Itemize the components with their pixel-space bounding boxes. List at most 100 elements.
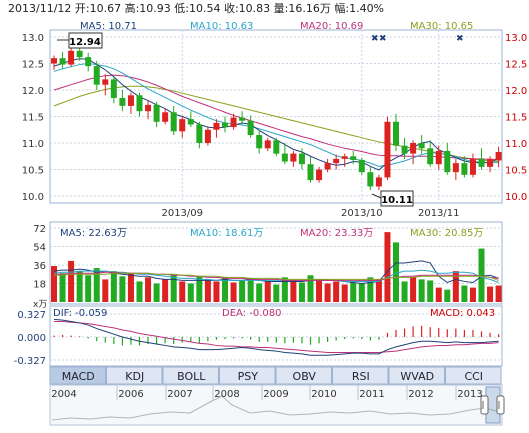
candle-body (316, 169, 323, 181)
price-y-tick-left: 13.0 (22, 33, 44, 44)
candle-body (367, 172, 374, 187)
event-marker-icon: ✖ (379, 34, 387, 44)
volume-ma30-line (54, 272, 499, 281)
price-ma-legend-item: MA5: 10.71 (80, 21, 137, 32)
indicator-tabs: MACD KDJ BOLL PSY OBV RSI WVAD CCI (49, 366, 502, 385)
volume-bar (461, 285, 468, 302)
tab-rsi[interactable] (332, 366, 389, 385)
candle-body (170, 112, 177, 132)
volume-bar (196, 276, 203, 302)
tab-obv[interactable] (275, 366, 332, 385)
volume-y-tick: 36 (33, 261, 46, 272)
macd-dif-line (53, 318, 499, 356)
macd-y-ticks: 0.327 0.000 -0.327 (14, 310, 46, 367)
price-y-tick-right: 10.5 (505, 166, 527, 177)
tab-obv-label: OBV (293, 370, 317, 383)
price-ma30-line (53, 85, 499, 163)
timeline-navigator[interactable] (49, 384, 503, 426)
candle-body (487, 158, 494, 167)
candle-body (59, 58, 66, 65)
candle-body (162, 112, 169, 122)
tab-cci[interactable] (445, 366, 502, 385)
price-y-tick-right: 11.5 (505, 113, 527, 124)
candle-body (179, 119, 186, 132)
timeline-handle-left-icon[interactable] (480, 395, 489, 415)
volume-bar (427, 280, 434, 302)
candle-body (273, 140, 280, 154)
volume-bar (307, 275, 314, 302)
candle-body (478, 158, 485, 167)
macd-y-tick: -0.327 (14, 356, 46, 367)
tab-wvad-label: WVAD (400, 370, 434, 383)
candle-body (51, 58, 57, 64)
price-x-tick: 2013/09 (161, 208, 203, 219)
timeline-year-label: 2008 (214, 389, 239, 400)
price-ma-legend-item: MA30: 10.65 (410, 21, 473, 32)
volume-bar (324, 283, 331, 302)
volume-bar (222, 277, 228, 302)
volume-ma5-line (53, 260, 499, 285)
timeline-handle-right-icon[interactable] (496, 395, 505, 415)
timeline-years: 2004 2006 2007 2008 2009 2010 2011 2012 2013 (49, 385, 483, 400)
price-ma-legend-item: MA10: 10.63 (190, 21, 253, 32)
candle-body (256, 135, 263, 149)
volume-bar (495, 285, 502, 302)
volume-bar (478, 248, 485, 302)
volume-bar (469, 287, 476, 302)
candle-body (196, 124, 203, 143)
price-x-tick: 2013/10 (341, 208, 383, 219)
price-y-tick-left: 11.5 (22, 113, 44, 124)
volume-bar (187, 283, 194, 302)
candle-body (102, 79, 109, 85)
volume-bar (435, 287, 442, 302)
tab-macd[interactable] (49, 366, 106, 385)
event-marker-icon: ✖ (456, 34, 464, 44)
volume-y-ticks: 72 54 36 18 (33, 224, 46, 291)
volume-bar (393, 242, 399, 302)
macd-legend-item: MACD: 0.043 (430, 308, 495, 319)
volume-bar (333, 281, 340, 302)
volume-bar (375, 279, 382, 302)
candle-body (93, 66, 100, 85)
macd-y-tick: 0.327 (17, 310, 46, 321)
volume-bar (290, 280, 297, 302)
tab-kdj[interactable] (106, 366, 163, 385)
volume-unit: x万 (33, 300, 47, 310)
volume-bar (487, 286, 494, 302)
volume-bar (110, 271, 117, 302)
candle-body (127, 95, 134, 106)
macd-legend-item: DEA: -0.080 (222, 308, 281, 319)
event-markers: ✖ ✖ ✖ (371, 34, 464, 44)
volume-bar (204, 279, 211, 302)
candle-body (136, 95, 143, 112)
price-y-tick-left: 12.5 (22, 60, 44, 71)
price-ma-legend-item: MA20: 10.69 (300, 21, 363, 32)
candle-body (435, 150, 442, 165)
candle-body (401, 145, 408, 154)
tab-boll-label: BOLL (177, 370, 206, 383)
volume-bar (401, 281, 408, 302)
candle-body (495, 152, 502, 161)
tab-boll[interactable] (162, 366, 219, 385)
volume-bar (316, 279, 323, 302)
volume-ma-legend-item: MA20: 23.33万 (300, 228, 373, 239)
tab-psy-label: PSY (238, 370, 259, 383)
volume-bar (119, 276, 126, 302)
macd-dea-line (54, 321, 499, 353)
volume-bar (76, 271, 83, 302)
price-y-tick-left: 11.0 (22, 139, 44, 150)
tab-psy[interactable] (219, 366, 276, 385)
price-y-tick-left: 10.0 (22, 192, 44, 203)
volume-bar (264, 281, 271, 302)
candle-body (461, 163, 468, 175)
price-y-tick-right: 12.0 (505, 86, 527, 97)
timeline-year-label: 2009 (263, 389, 288, 400)
volume-gridlines (50, 227, 502, 284)
timeline-year-label: 2011 (359, 389, 384, 400)
candle-body (222, 122, 228, 128)
tab-wvad[interactable] (388, 366, 445, 385)
macd-legend-item: DIF: -0.059 (53, 308, 107, 319)
tab-kdj-label: KDJ (125, 370, 144, 383)
volume-bar (153, 283, 160, 302)
volume-bar (384, 232, 391, 302)
